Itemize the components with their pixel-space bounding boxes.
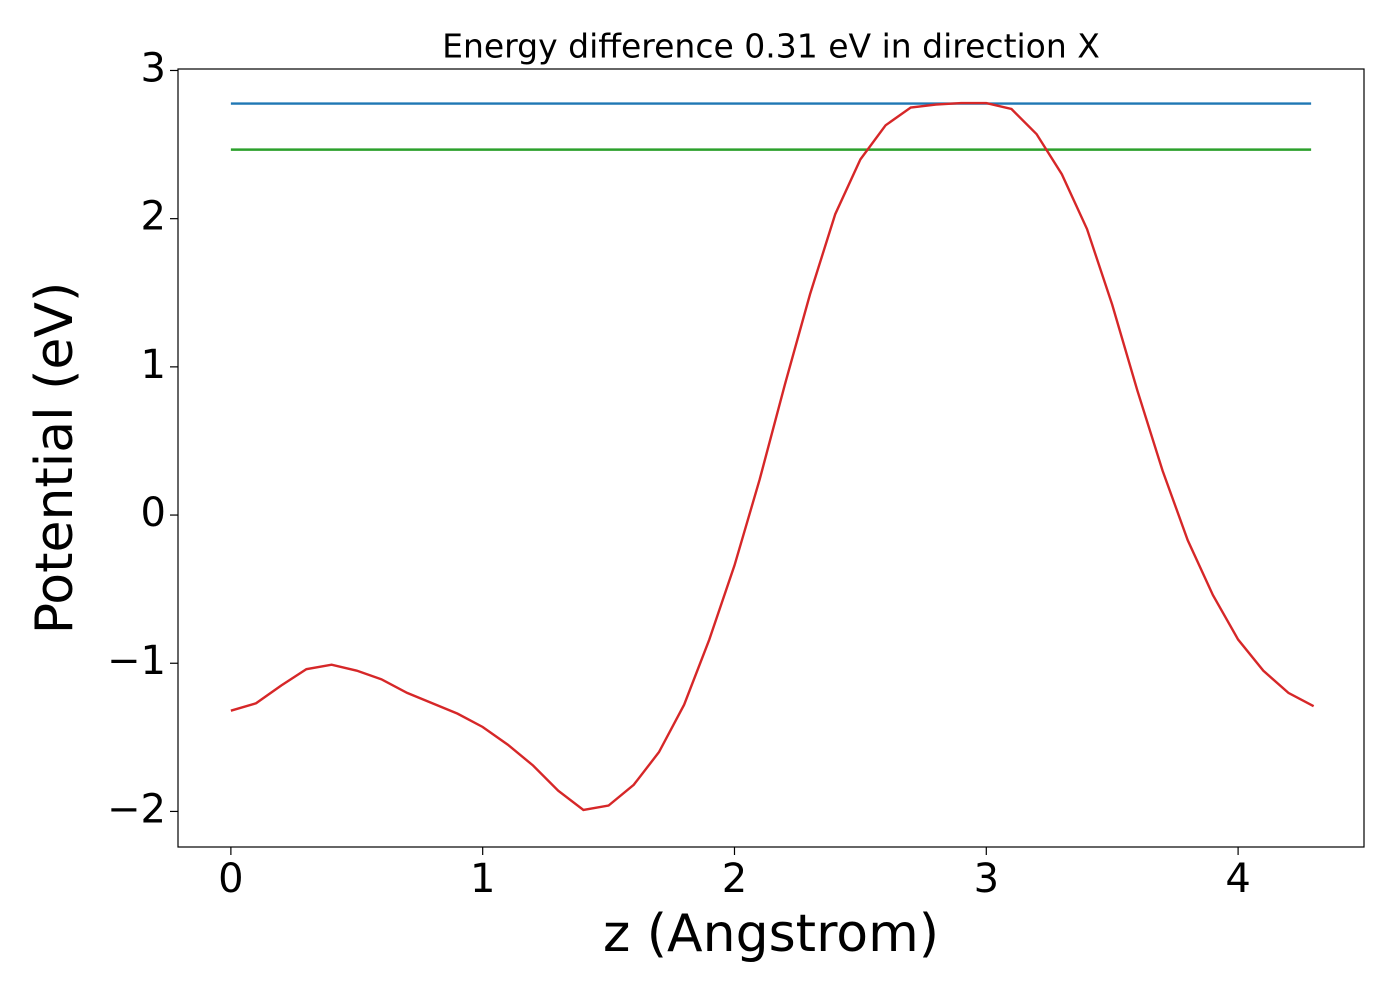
x-tick-label: 4	[1225, 856, 1250, 902]
x-tick-label: 1	[470, 856, 495, 902]
x-tick-label: 0	[218, 856, 243, 902]
chart-title: Energy difference 0.31 eV in direction X	[442, 27, 1100, 66]
y-axis-label: Potential (eV)	[25, 282, 85, 634]
x-tick-label: 3	[974, 856, 999, 902]
data-line	[230, 101, 1315, 812]
y-tick-label: −1	[107, 638, 166, 684]
y-tick-label: 3	[141, 45, 166, 91]
y-tick-label: 0	[141, 490, 166, 536]
y-tick-label: 1	[141, 342, 166, 388]
x-tick-label: 2	[722, 856, 747, 902]
y-tick-label: 2	[141, 194, 166, 240]
y-tick-label: −2	[107, 786, 166, 832]
x-axis-label: z (Angstrom)	[603, 904, 939, 964]
plot-frame	[177, 68, 1365, 848]
